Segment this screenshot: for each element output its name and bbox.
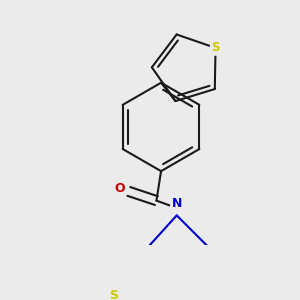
Text: S: S bbox=[110, 289, 118, 300]
Text: S: S bbox=[211, 41, 220, 54]
Text: N: N bbox=[172, 197, 182, 210]
Text: O: O bbox=[114, 182, 125, 195]
